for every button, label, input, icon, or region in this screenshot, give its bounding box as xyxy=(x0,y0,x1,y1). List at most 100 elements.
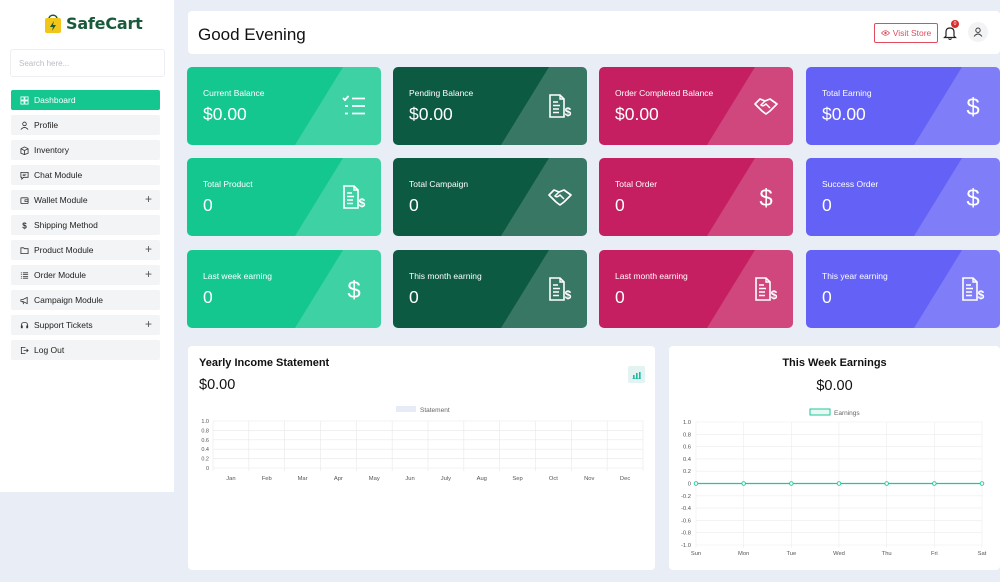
svg-text:$: $ xyxy=(759,185,772,210)
list-icon xyxy=(19,270,29,280)
x-tick-label: Sat xyxy=(978,551,987,557)
plus-icon[interactable]: + xyxy=(144,317,152,331)
card-value: 0 xyxy=(409,195,419,215)
svg-text:$: $ xyxy=(966,185,979,210)
sidebar-item-wallet-module[interactable]: Wallet Module + xyxy=(11,190,160,210)
card-value: $0.00 xyxy=(203,104,247,124)
y-tick-label: -0.6 xyxy=(681,518,691,524)
bell-icon[interactable] xyxy=(943,25,957,41)
dollar-icon: $ xyxy=(966,185,979,210)
stat-card-order-completed-balance: Order Completed Balance $0.00 xyxy=(599,67,793,145)
data-point xyxy=(884,481,889,486)
stat-card-total-order: Total Order 0 $ xyxy=(599,158,793,236)
card-accent xyxy=(707,250,793,328)
card-label: Current Balance xyxy=(203,88,265,98)
invoice-dollar-icon: $ xyxy=(962,277,985,302)
sidebar-item-log-out[interactable]: Log Out xyxy=(11,340,160,360)
y-tick-label: 0 xyxy=(206,466,209,472)
card-accent xyxy=(501,67,587,145)
weekly-line-chart: Earnings 1.0 0.8 0.6 0.4 0.2 0 -0.2 -0.4 -0.6 -0.8… xyxy=(681,408,987,557)
plus-icon[interactable]: + xyxy=(144,192,152,206)
legend-label: Earnings xyxy=(834,410,860,417)
dollar-icon: $ xyxy=(966,94,979,119)
dollar-icon: $ xyxy=(759,185,772,210)
plus-icon[interactable]: + xyxy=(144,267,152,281)
shopping-bag-icon xyxy=(45,14,61,33)
y-tick-label: 0.4 xyxy=(201,447,209,453)
sidebar-item-shipping-method[interactable]: $ Shipping Method xyxy=(11,215,160,235)
sidebar-item-label: Wallet Module xyxy=(34,195,88,205)
invoice-dollar-icon: $ xyxy=(549,94,572,119)
y-tick-label: 0.6 xyxy=(201,438,209,444)
x-tick-label: Wed xyxy=(833,551,845,557)
sidebar-item-label: Profile xyxy=(34,120,59,130)
x-tick-label: Sun xyxy=(691,551,701,557)
sidebar-item-dashboard[interactable]: Dashboard xyxy=(11,90,160,110)
sidebar-item-support-tickets[interactable]: Support Tickets + xyxy=(11,315,160,335)
plus-icon[interactable]: + xyxy=(144,242,152,256)
card-label: Pending Balance xyxy=(409,88,474,98)
card-label: Total Product xyxy=(203,179,253,189)
y-tick-label: -0.2 xyxy=(681,494,691,500)
card-label: Total Order xyxy=(615,179,658,189)
chat-icon xyxy=(19,170,29,180)
user-icon xyxy=(19,120,29,130)
yearly-value: $0.00 xyxy=(199,377,236,393)
card-value: $0.00 xyxy=(822,104,866,124)
card-label: Total Campaign xyxy=(409,179,469,189)
card-label: Order Completed Balance xyxy=(615,88,714,98)
x-tick-label: Aug xyxy=(477,476,487,482)
greeting-title: Good Evening xyxy=(198,25,306,44)
card-value: 0 xyxy=(409,287,419,307)
logout-icon xyxy=(19,345,29,355)
grid-icon xyxy=(19,95,29,105)
sidebar-item-chat-module[interactable]: Chat Module xyxy=(11,165,160,185)
svg-text:$: $ xyxy=(359,196,366,210)
sidebar-item-label: Inventory xyxy=(34,145,69,155)
data-point xyxy=(932,481,937,486)
y-tick-label: 0 xyxy=(688,482,691,488)
sidebar-menu: Dashboard Profile Inventory Chat Module Wall… xyxy=(11,90,160,365)
bar-chart-icon xyxy=(632,371,641,379)
x-tick-label: July xyxy=(441,476,451,482)
invoice-dollar-icon: $ xyxy=(343,185,366,210)
sidebar-item-order-module[interactable]: Order Module + xyxy=(11,265,160,285)
card-accent xyxy=(914,67,1000,145)
card-accent xyxy=(295,250,381,328)
svg-text:$: $ xyxy=(22,221,27,229)
sidebar: SafeCart Dashboard Profile Inventory Chat M… xyxy=(0,0,174,492)
sidebar-item-campaign-module[interactable]: Campaign Module xyxy=(11,290,160,310)
y-tick-label: 0.6 xyxy=(683,445,691,451)
brand-name: SafeCart xyxy=(66,13,143,33)
yearly-title: Yearly Income Statement xyxy=(199,357,330,369)
x-tick-label: Oct xyxy=(549,476,558,482)
data-point xyxy=(836,481,842,486)
x-tick-label: Nov xyxy=(584,476,594,482)
card-label: Last week earning xyxy=(203,271,272,281)
card-accent xyxy=(501,158,587,236)
visit-store-button[interactable]: Visit Store xyxy=(874,23,938,43)
search-input[interactable] xyxy=(10,49,165,77)
avatar[interactable] xyxy=(968,22,988,42)
chart-toggle-button[interactable] xyxy=(628,366,645,383)
sidebar-item-label: Campaign Module xyxy=(34,295,103,305)
card-value: 0 xyxy=(822,195,832,215)
sidebar-item-product-module[interactable]: Product Module + xyxy=(11,240,160,260)
top-header: Good Evening Visit Store 0 xyxy=(188,11,1000,54)
x-tick-label: Mon xyxy=(738,551,749,557)
dollar-icon: $ xyxy=(19,220,29,230)
sidebar-item-label: Log Out xyxy=(34,345,65,355)
x-tick-label: Fri xyxy=(931,551,938,557)
card-value: 0 xyxy=(615,195,625,215)
sidebar-item-profile[interactable]: Profile xyxy=(11,115,160,135)
svg-text:$: $ xyxy=(565,288,572,302)
card-value: 0 xyxy=(822,287,832,307)
notification-badge: 0 xyxy=(951,20,959,28)
card-label: This year earning xyxy=(822,271,888,281)
handshake-icon xyxy=(548,189,572,206)
brand-logo[interactable]: SafeCart xyxy=(44,12,143,34)
sidebar-item-inventory[interactable]: Inventory xyxy=(11,140,160,160)
stat-card-last-week-earning: Last week earning 0 $ xyxy=(187,250,381,328)
stat-card-last-month-earning: Last month earning 0 $ xyxy=(599,250,793,328)
folder-icon xyxy=(19,245,29,255)
